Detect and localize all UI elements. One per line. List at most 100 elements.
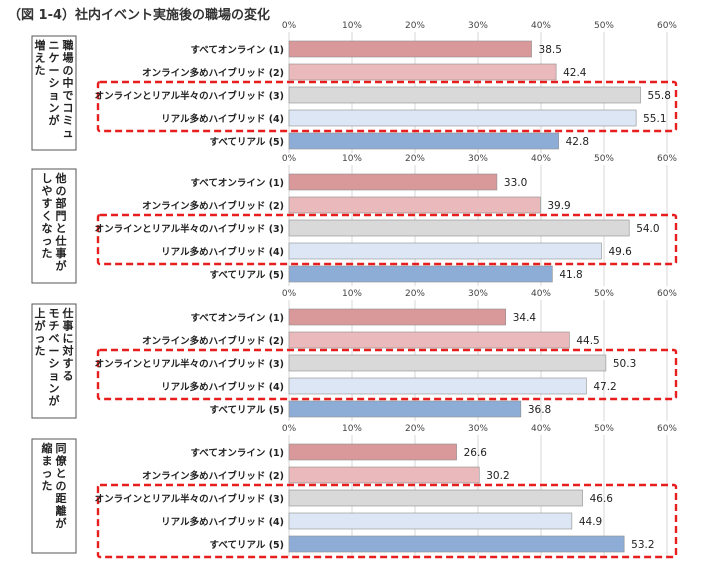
- panel-label-char: ョ: [49, 89, 60, 102]
- tick-label: 50%: [594, 21, 614, 31]
- data-label: 55.8: [648, 90, 671, 102]
- bar: [288, 331, 570, 349]
- data-label: 55.1: [643, 113, 666, 125]
- panel-label-char: 増: [35, 38, 46, 52]
- bar: [288, 109, 637, 127]
- data-label: 47.2: [593, 381, 616, 393]
- data-label: 26.6: [464, 447, 488, 459]
- panel-label-char: が: [56, 259, 67, 273]
- panel-label-char: 部: [56, 196, 67, 210]
- panel-label-char: す: [63, 357, 74, 370]
- panel-label-char: 仕: [55, 234, 67, 248]
- tick-label: 40%: [531, 154, 551, 164]
- category-label: オンライン多めハイブリッド (2): [142, 335, 284, 347]
- category-label: すべてリアル (5): [210, 405, 284, 416]
- tick-label: 50%: [594, 154, 614, 164]
- tick-label: 0%: [282, 21, 297, 31]
- panel-label-char: チ: [49, 320, 60, 333]
- panel-label-char: 中: [63, 76, 74, 90]
- panel-label-char: 場: [63, 51, 74, 65]
- data-label: 33.0: [504, 177, 527, 189]
- category-label: リアル多めハイブリッド (4): [161, 113, 284, 125]
- tick-label: 60%: [657, 21, 677, 31]
- data-label: 41.8: [559, 269, 582, 281]
- category-label: すべてオンライン (1): [190, 45, 284, 56]
- panel-label-char: え: [35, 52, 46, 65]
- bar: [288, 489, 583, 507]
- bar: [288, 265, 553, 283]
- tick-label: 60%: [657, 424, 677, 434]
- data-label: 36.8: [528, 404, 551, 416]
- panel-label-char: ベ: [49, 332, 60, 345]
- panel-label-char: ョ: [49, 370, 60, 383]
- data-label: 39.9: [547, 200, 570, 212]
- panel-label-char: 事: [63, 319, 74, 333]
- panel-label-char: た: [35, 345, 46, 358]
- data-label: 44.9: [579, 516, 602, 528]
- category-label: すべてリアル (5): [210, 270, 284, 281]
- category-label: すべてオンライン (1): [190, 178, 284, 189]
- panel-label-box: [31, 438, 77, 554]
- panel-label-char: の: [63, 64, 74, 77]
- bar: [288, 443, 457, 461]
- bar: [288, 63, 557, 81]
- panel-label-char: ま: [42, 455, 53, 468]
- category-label: すべてオンライン (1): [190, 313, 284, 324]
- category-label: すべてリアル (5): [210, 137, 284, 148]
- bar: [288, 242, 602, 260]
- bar: [288, 173, 498, 191]
- panel-label-char: ン: [49, 382, 60, 395]
- tick-label: 10%: [342, 424, 362, 434]
- panel-label-char: る: [63, 370, 74, 383]
- panel-label-char: ミ: [63, 114, 74, 127]
- bar: [288, 219, 630, 237]
- panel-label-char: ン: [49, 102, 60, 115]
- bar: [288, 308, 507, 326]
- panel-label-char: ュ: [63, 127, 74, 140]
- bar: [288, 377, 587, 395]
- data-label: 44.5: [576, 335, 599, 347]
- panel-label-char: 同: [56, 442, 67, 455]
- panel-label-char: た: [35, 64, 46, 77]
- figure-title: （図 1-4）社内イベント実施後の職場の変化: [8, 8, 271, 23]
- panel-label-char: 門: [56, 210, 67, 223]
- tick-label: 20%: [405, 154, 425, 164]
- data-label: 49.6: [608, 246, 632, 258]
- category-label: オンライン多めハイブリッド (2): [142, 470, 284, 482]
- tick-label: 10%: [342, 21, 362, 31]
- category-label: すべてオンライン (1): [190, 448, 284, 459]
- tick-label: 30%: [468, 424, 488, 434]
- highlight-box: [96, 213, 678, 266]
- panel-label-char: っ: [42, 467, 53, 480]
- panel-label-char: く: [42, 210, 53, 223]
- tick-label: 0%: [282, 424, 297, 434]
- tick-label: 10%: [342, 154, 362, 164]
- panel-label-char: ー: [49, 64, 60, 77]
- panel-label-char: の: [56, 480, 67, 493]
- tick-label: 60%: [657, 289, 677, 299]
- panel-label-char: で: [63, 89, 74, 102]
- panel-label-char: 距: [56, 492, 67, 505]
- panel-label-char: 離: [56, 504, 67, 518]
- tick-label: 30%: [468, 289, 488, 299]
- tick-label: 0%: [282, 289, 297, 299]
- tick-label: 30%: [468, 154, 488, 164]
- panel-label-char: っ: [35, 332, 46, 345]
- tick-label: 0%: [282, 154, 297, 164]
- bar: [288, 40, 532, 58]
- panel-label-char: し: [42, 172, 53, 185]
- panel-label-char: と: [56, 467, 67, 480]
- category-label: オンライン多めハイブリッド (2): [142, 67, 284, 79]
- panel-label-char: コ: [63, 102, 74, 115]
- panel-label-box: [31, 35, 77, 151]
- panel-label-char: 僚: [55, 454, 68, 468]
- panel-label-char: シ: [49, 77, 60, 90]
- tick-label: 50%: [594, 424, 614, 434]
- bar: [288, 86, 641, 104]
- category-label: リアル多めハイブリッド (4): [161, 516, 284, 528]
- tick-label: 40%: [531, 289, 551, 299]
- panel-label-char: 仕: [62, 306, 74, 320]
- bar: [288, 400, 522, 418]
- category-label: リアル多めハイブリッド (4): [161, 381, 284, 393]
